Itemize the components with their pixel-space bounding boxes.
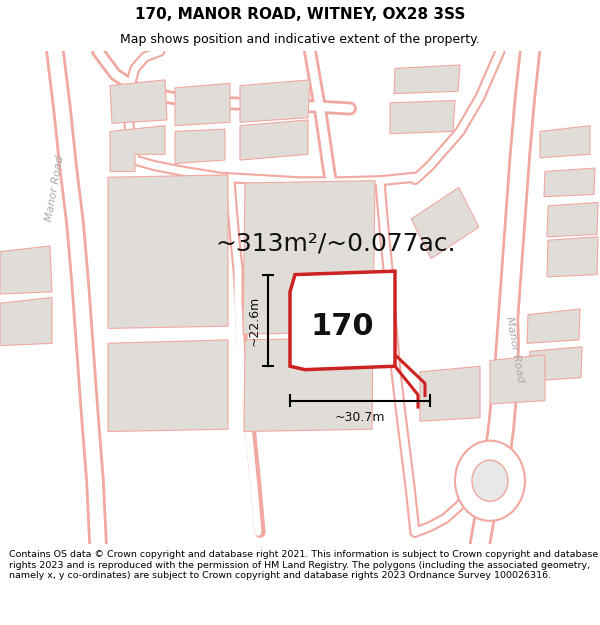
Polygon shape [529, 347, 582, 381]
Polygon shape [540, 126, 590, 158]
Polygon shape [547, 237, 598, 277]
Text: 170: 170 [310, 312, 374, 341]
Polygon shape [110, 126, 165, 171]
Polygon shape [240, 80, 310, 122]
Polygon shape [490, 355, 545, 404]
Polygon shape [390, 101, 455, 134]
Text: Manor Road: Manor Road [504, 315, 526, 383]
Polygon shape [110, 80, 167, 123]
Circle shape [455, 441, 525, 521]
Polygon shape [108, 340, 228, 431]
Polygon shape [411, 188, 479, 259]
Polygon shape [544, 168, 595, 197]
Polygon shape [240, 120, 308, 160]
Text: Manor Road: Manor Road [44, 155, 66, 222]
Polygon shape [547, 202, 598, 237]
Text: ~30.7m: ~30.7m [335, 411, 385, 424]
Polygon shape [290, 271, 395, 369]
Text: 170, MANOR ROAD, WITNEY, OX28 3SS: 170, MANOR ROAD, WITNEY, OX28 3SS [135, 7, 465, 22]
Polygon shape [394, 65, 460, 94]
Text: Contains OS data © Crown copyright and database right 2021. This information is : Contains OS data © Crown copyright and d… [9, 550, 598, 580]
Text: Map shows position and indicative extent of the property.: Map shows position and indicative extent… [120, 34, 480, 46]
Polygon shape [420, 366, 480, 421]
Polygon shape [175, 129, 225, 164]
Polygon shape [527, 309, 580, 343]
Circle shape [472, 460, 508, 501]
Polygon shape [175, 83, 230, 126]
Polygon shape [108, 175, 228, 328]
Text: ~22.6m: ~22.6m [248, 295, 260, 346]
Text: ~313m²/~0.077ac.: ~313m²/~0.077ac. [215, 232, 455, 256]
Polygon shape [0, 246, 52, 294]
Polygon shape [243, 181, 375, 334]
Polygon shape [0, 298, 52, 346]
Polygon shape [244, 338, 373, 431]
